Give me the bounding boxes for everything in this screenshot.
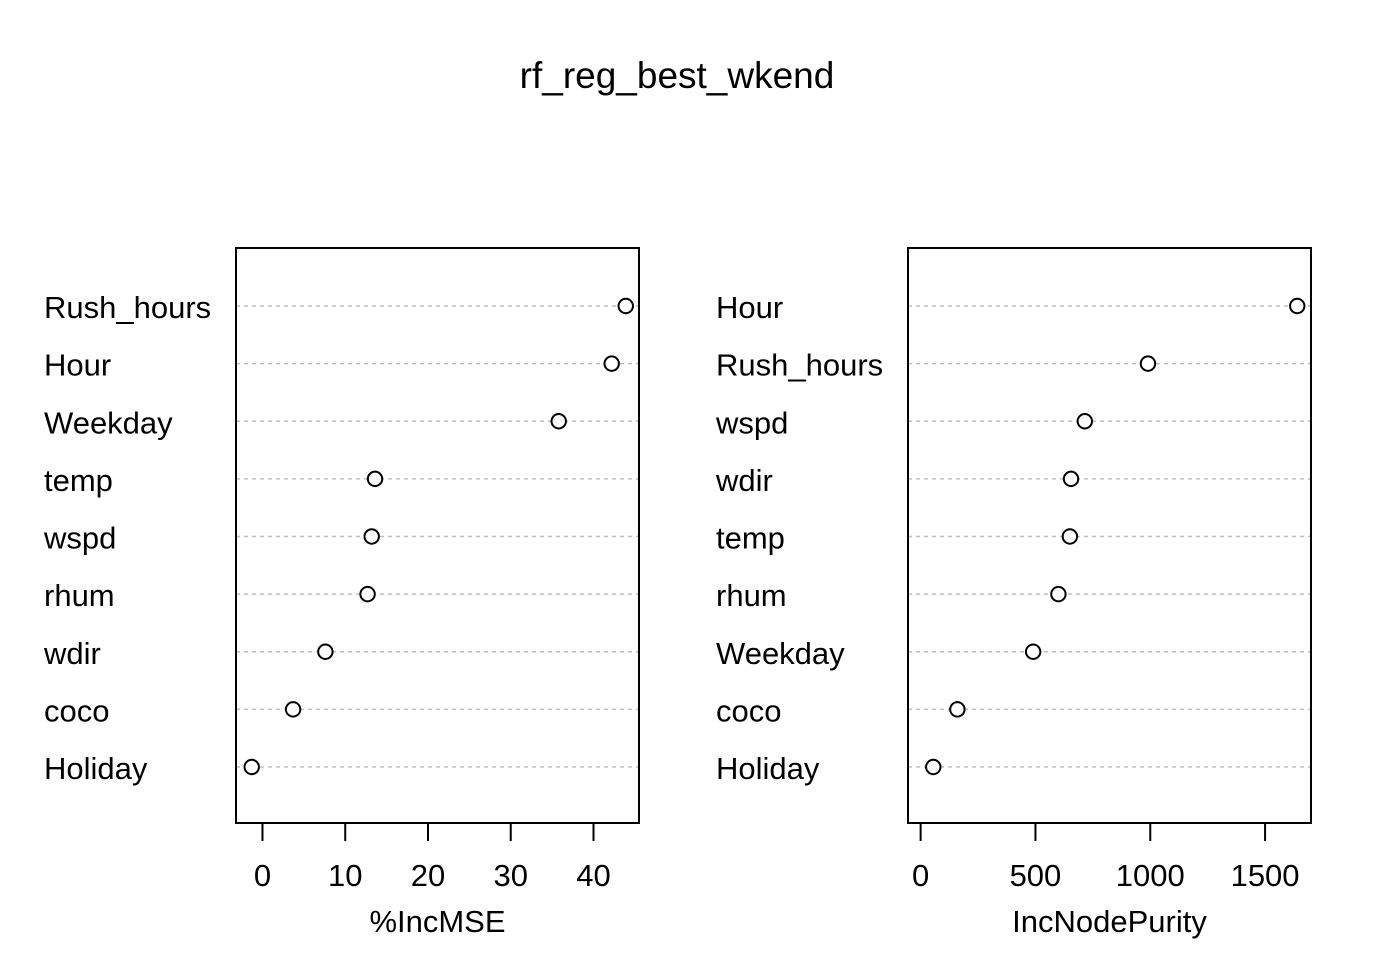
x-tick-label: 10 [328, 858, 362, 893]
data-point [359, 585, 376, 603]
data-point [617, 297, 634, 315]
data-point [1061, 528, 1079, 545]
category-label: Weekday [716, 636, 845, 671]
data-point [925, 758, 942, 776]
category-label: coco [716, 693, 781, 728]
x-tick-label: 0 [254, 858, 271, 893]
category-label: Weekday [44, 405, 173, 440]
x-tick-label: 1500 [1231, 858, 1300, 893]
data-point [1076, 413, 1094, 430]
category-label: Holiday [716, 751, 820, 786]
category-label: temp [716, 521, 785, 556]
data-point [603, 355, 620, 372]
category-label: wspd [43, 521, 116, 556]
data-point [1062, 470, 1080, 488]
plot-frame [907, 247, 1312, 824]
data-point [363, 528, 380, 545]
category-label: Hour [716, 290, 783, 325]
data-point [1139, 355, 1157, 372]
category-label: Rush_hours [716, 348, 883, 383]
data-point [949, 701, 966, 718]
data-point [284, 701, 302, 718]
x-tick-label: 0 [912, 858, 929, 893]
panel-incmse: Rush_hours Hour Weekday temp wspd rhum wdir coc… [43, 247, 640, 939]
category-label: wdir [43, 636, 101, 671]
plot-frame [235, 247, 640, 824]
x-tick-label: 30 [493, 858, 527, 893]
x-tick-label: 40 [576, 858, 610, 893]
category-label: wspd [715, 405, 788, 440]
x-axis-label: IncNodePurity [1012, 904, 1207, 939]
data-point [550, 413, 567, 430]
x-tick-label: 500 [1010, 858, 1062, 893]
data-point [1289, 297, 1306, 315]
data-point [317, 643, 334, 660]
x-tick-label: 20 [411, 858, 445, 893]
category-label: Rush_hours [44, 290, 211, 325]
data-point [366, 470, 384, 488]
x-axis-label: %IncMSE [369, 904, 505, 939]
data-point [1024, 643, 1042, 660]
data-point [1050, 585, 1067, 603]
category-label: Hour [44, 348, 111, 383]
chart-title: rf_reg_best_wkend [520, 55, 835, 96]
category-label: coco [44, 693, 109, 728]
category-label: rhum [44, 578, 115, 613]
category-label: wdir [715, 463, 773, 498]
x-tick-label: 1000 [1116, 858, 1185, 893]
category-label: temp [44, 463, 113, 498]
category-label: Holiday [44, 751, 148, 786]
data-point [243, 758, 260, 776]
category-label: rhum [716, 578, 787, 613]
